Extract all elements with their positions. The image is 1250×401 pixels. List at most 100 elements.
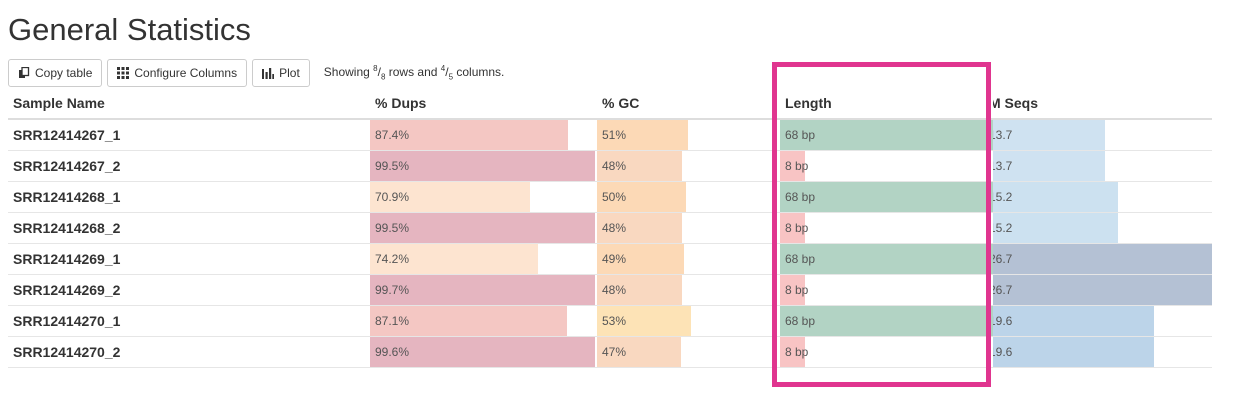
dups-bar (370, 213, 595, 243)
gc-cell: 49% (597, 244, 775, 274)
dups-cell: 99.5% (370, 213, 596, 243)
dups-cell: 99.7% (370, 275, 596, 305)
dups-value: 99.5% (375, 159, 410, 173)
gc-value: 49% (602, 252, 627, 266)
summary-cols-text: columns. (453, 65, 505, 80)
length-cell: 68 bp (780, 182, 993, 212)
dups-value: 87.1% (375, 314, 410, 328)
table-toolbar: Copy table Configure Columns (8, 59, 504, 87)
bar-chart-icon (262, 67, 275, 79)
dups-bar (370, 182, 530, 212)
gc-bar (597, 244, 684, 274)
dups-value: 99.7% (375, 283, 410, 297)
mseqs-bar (993, 151, 1105, 181)
plot-button[interactable]: Plot (252, 59, 310, 87)
length-bar (780, 244, 993, 274)
dups-bar (370, 120, 568, 150)
gc-cell: 48% (597, 275, 775, 305)
plot-label: Plot (279, 66, 300, 80)
length-cell: 8 bp (780, 275, 993, 305)
cols-shown: 4 (440, 64, 446, 74)
gc-cell: 48% (597, 151, 775, 181)
mseqs-bar (993, 275, 1212, 305)
mseqs-cell: 13.7 (993, 120, 1212, 150)
dups-value: 99.5% (375, 221, 410, 235)
gc-cell: 50% (597, 182, 775, 212)
mseqs-bar (993, 120, 1105, 150)
table-row: SRR12414270_1 87.1% 53% 68 bp 19.6 (8, 306, 1212, 337)
table-row: SRR12414269_2 99.7% 48% 8 bp 26.7 (8, 275, 1212, 306)
configure-columns-label: Configure Columns (134, 66, 238, 80)
dups-cell: 87.4% (370, 120, 596, 150)
dups-cell: 99.5% (370, 151, 596, 181)
gc-value: 48% (602, 159, 627, 173)
grid-icon (117, 67, 130, 79)
cols-total: 5 (448, 72, 454, 82)
copy-icon (18, 67, 30, 79)
rows-total: 8 (380, 72, 386, 82)
rows-shown: 8 (373, 64, 378, 74)
mseqs-value: 15.2 (993, 221, 1013, 235)
length-value: 8 bp (785, 221, 809, 235)
dups-value: 74.2% (375, 252, 410, 266)
page-title: General Statistics (8, 12, 251, 47)
dups-value: 70.9% (375, 190, 410, 204)
dups-bar (370, 275, 595, 305)
dups-cell: 87.1% (370, 306, 596, 336)
dups-cell: 70.9% (370, 182, 596, 212)
length-cell: 8 bp (780, 337, 993, 367)
summary-rows-text: rows and (385, 65, 441, 80)
dups-cell: 74.2% (370, 244, 596, 274)
dups-bar (370, 244, 538, 274)
gc-value: 48% (602, 283, 627, 297)
gc-cell: 47% (597, 337, 775, 367)
length-bar (780, 120, 993, 150)
length-value: 68 bp (785, 190, 816, 204)
sample-name-cell: SRR12414270_2 (13, 344, 121, 360)
sample-name-cell: SRR12414269_2 (13, 282, 121, 298)
mseqs-value: 26.7 (993, 283, 1013, 297)
gc-value: 51% (602, 128, 627, 142)
dups-bar (370, 337, 595, 367)
mseqs-cell: 15.2 (993, 213, 1212, 243)
summary-prefix: Showing (323, 65, 374, 80)
dups-value: 99.6% (375, 345, 410, 359)
header-dups[interactable]: % Dups (375, 95, 427, 111)
copy-table-button[interactable]: Copy table (8, 59, 103, 87)
table-row: SRR12414268_1 70.9% 50% 68 bp 15.2 (8, 182, 1212, 213)
mseqs-cell: 19.6 (993, 306, 1212, 336)
table-row: SRR12414267_1 87.4% 51% 68 bp 13.7 (8, 120, 1212, 151)
length-value: 68 bp (785, 252, 816, 266)
mseqs-value: 19.6 (993, 314, 1013, 328)
length-cell: 68 bp (780, 120, 993, 150)
length-cell: 68 bp (780, 306, 993, 336)
length-value: 68 bp (785, 128, 816, 142)
mseqs-value: 19.6 (993, 345, 1013, 359)
length-bar (780, 151, 805, 181)
mseqs-cell: 15.2 (993, 182, 1212, 212)
sample-name-cell: SRR12414268_1 (13, 189, 121, 205)
header-gc[interactable]: % GC (602, 95, 640, 111)
sample-name-cell: SRR12414270_1 (13, 313, 121, 329)
mseqs-bar (993, 244, 1212, 274)
length-value: 68 bp (785, 314, 816, 328)
length-value: 8 bp (785, 345, 809, 359)
header-mseqs[interactable]: M Seqs (993, 95, 1039, 111)
gc-bar (597, 306, 691, 336)
copy-table-label: Copy table (35, 66, 93, 80)
mseqs-value: 26.7 (993, 252, 1013, 266)
length-cell: 8 bp (780, 151, 993, 181)
length-bar (780, 337, 805, 367)
length-cell: 8 bp (780, 213, 993, 243)
sample-name-cell: SRR12414267_2 (13, 158, 121, 174)
gc-bar (597, 120, 688, 150)
header-length[interactable]: Length (785, 95, 832, 111)
general-stats-table: Sample Name % Dups % GC Length M Seqs SR… (8, 92, 1212, 368)
mseqs-value: 13.7 (993, 128, 1013, 142)
gc-cell: 53% (597, 306, 775, 336)
header-sample-name[interactable]: Sample Name (13, 95, 105, 111)
mseqs-cell: 13.7 (993, 151, 1212, 181)
configure-columns-button[interactable]: Configure Columns (107, 59, 248, 87)
gc-cell: 51% (597, 120, 775, 150)
